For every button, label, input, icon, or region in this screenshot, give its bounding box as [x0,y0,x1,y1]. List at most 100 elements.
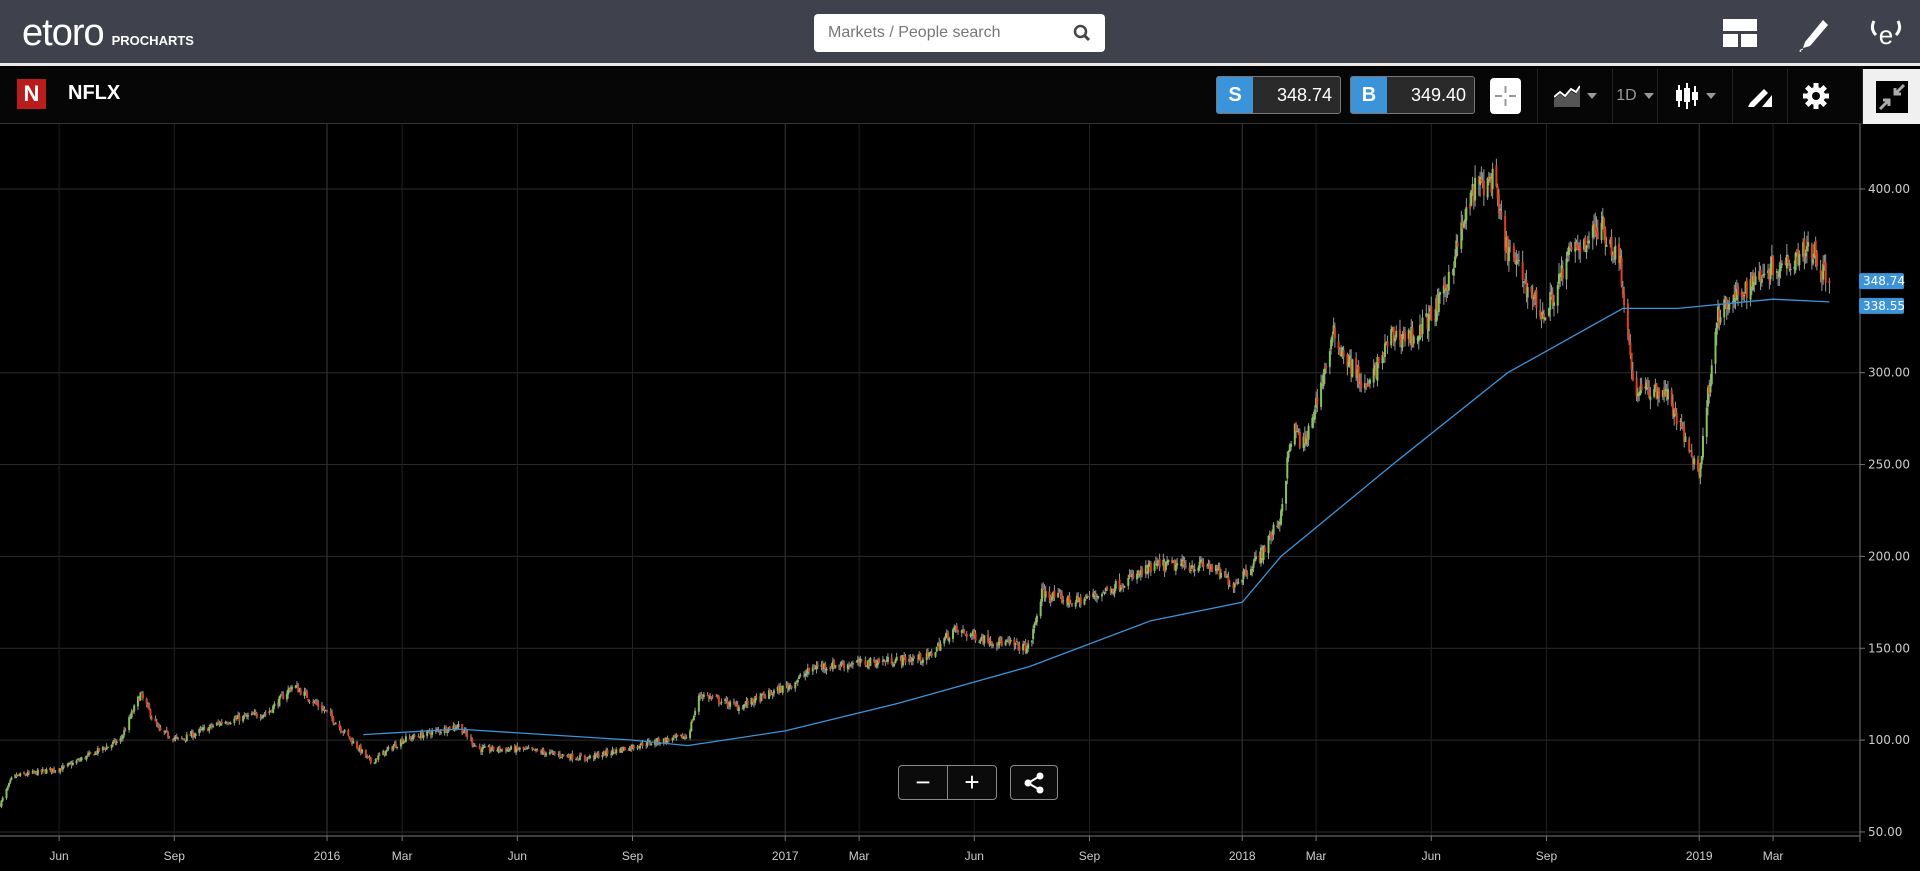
candle-body [28,771,31,774]
candle-body [983,635,986,644]
candle-body [1769,263,1772,280]
candle-body [1290,443,1293,448]
candle-body [620,747,623,753]
candle-body [156,725,159,727]
candle-body [190,731,193,737]
candle-body [184,739,187,741]
search-icon[interactable] [1073,24,1091,42]
etoro-logo[interactable]: etoro PROCHARTS [22,12,194,52]
candle-body [890,657,893,665]
candle-body [1102,592,1105,594]
candle-body [1328,351,1331,367]
candle-body [751,697,754,702]
candle-body [1153,562,1156,571]
candle-body [1690,451,1693,457]
candle-body [551,751,554,753]
candle-body [955,625,958,630]
candle-body [1684,436,1687,442]
candle-body [252,713,255,715]
candle-body [767,690,770,699]
candle-body [234,717,237,720]
candle-body [71,762,74,766]
candle-body [1696,459,1699,470]
candle-body [1742,294,1745,298]
candle-body [481,747,484,752]
candle-body [59,768,62,772]
candle-body [334,723,337,725]
candle-body [1227,576,1230,586]
candle-body [1360,381,1363,389]
candle-body [1749,279,1752,300]
settings-button[interactable] [1787,69,1844,123]
candle-body [96,748,99,754]
candle-body [1714,331,1717,364]
candle-body [1772,256,1775,276]
candle-body [155,721,158,725]
collapse-button[interactable] [1862,69,1920,124]
candle-body [1735,288,1738,301]
candle-body [1560,265,1563,278]
candle-body [781,685,784,693]
chart-type-dropdown[interactable] [1657,69,1732,123]
candle-body [488,746,491,751]
search-box[interactable] [814,14,1105,52]
candle-body [1718,309,1721,326]
candle-body [934,652,937,657]
candle-body [672,735,675,737]
candle-body [1472,185,1475,202]
candle-body [1058,591,1061,593]
candle-body [1673,409,1676,417]
candle-body [75,760,78,764]
candle-body [53,768,56,772]
candle-body [1122,587,1125,589]
candle-body [1544,317,1547,321]
candle-body [1600,222,1603,241]
buy-button[interactable]: B 349.40 [1350,76,1475,114]
zoom-out-button[interactable]: − [898,765,948,800]
etoro-user-icon[interactable]: e [1866,14,1906,52]
zoom-in-button[interactable]: + [947,765,997,800]
candle-body [1666,388,1669,400]
candle-body [1559,274,1562,277]
pencil-icon[interactable] [1793,14,1833,52]
candle-body [1035,615,1038,623]
candle-body [522,746,525,750]
candle-body [1217,567,1220,571]
x-tick-label: Jun [508,849,527,863]
candle-body [1464,219,1467,224]
candle-body [456,726,459,728]
crosshair-button[interactable] [1485,69,1525,123]
candle-body [312,701,315,704]
candle-body [868,661,871,666]
candle-body [1750,276,1753,287]
candle-body [1481,180,1484,184]
drawing-tools-button[interactable] [1732,69,1787,123]
candle-body [1015,641,1018,643]
candle-body [393,743,396,747]
candle-body [1075,595,1078,603]
candle-body [1014,643,1017,645]
candle-body [1675,413,1678,425]
sell-button[interactable]: S 348.74 [1216,76,1341,114]
candle-body [575,759,578,761]
indicators-button[interactable] [1537,69,1612,123]
share-button[interactable] [1010,765,1058,800]
candle-body [1313,409,1316,420]
candle-body [1469,203,1472,209]
candle-body [656,738,659,744]
candle-body [1287,451,1290,458]
candle-body [357,749,360,751]
interval-dropdown[interactable]: 1D [1612,69,1657,123]
candle-body [1802,242,1805,257]
candle-body [1531,292,1534,301]
price-chart[interactable]: 400.00 300.00 250.00 200.00 150.00 100.00 50.0… [0,124,1920,871]
candle-body [1539,309,1542,316]
y-tick-label: 400.00 [1868,182,1910,196]
candle-body [970,635,973,637]
search-input[interactable] [828,24,1073,42]
candle-body [1770,256,1773,267]
candle-body [682,736,685,739]
layout-icon[interactable] [1720,14,1760,52]
candle-body [1351,359,1354,377]
candle-body [225,723,228,725]
